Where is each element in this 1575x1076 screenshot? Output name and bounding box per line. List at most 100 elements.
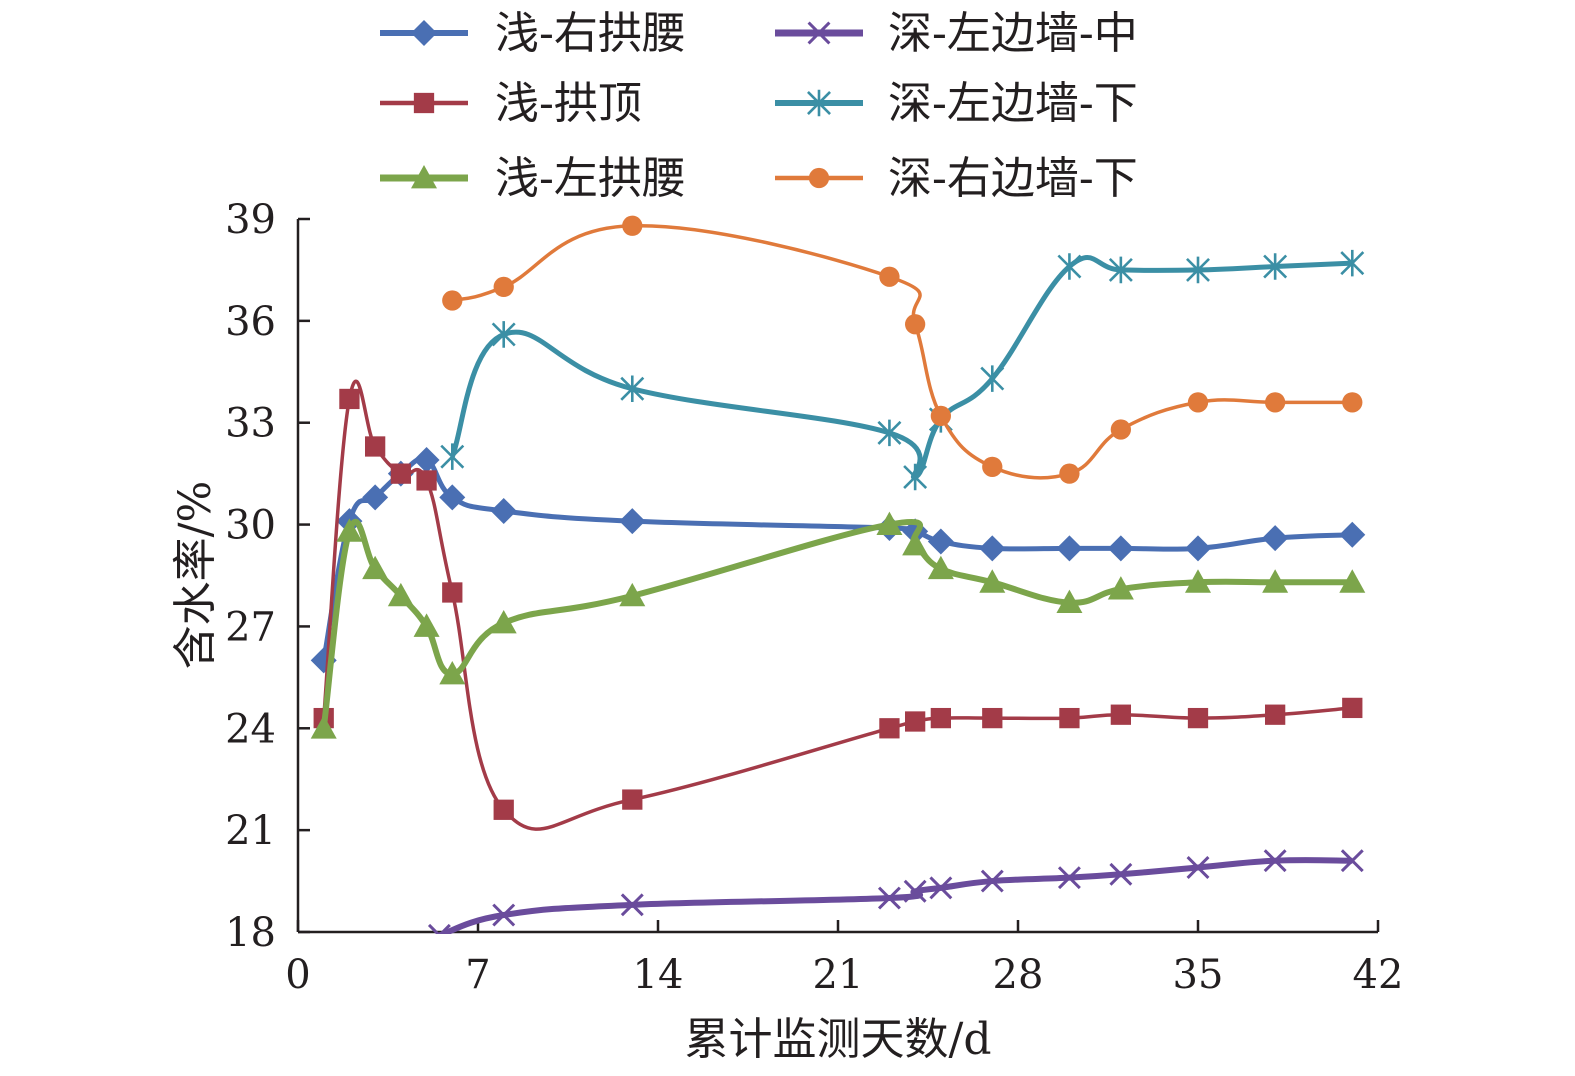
- y-tick-label: 18: [225, 910, 276, 956]
- x-tick-label: 42: [1353, 952, 1404, 998]
- data-point: [1110, 704, 1131, 725]
- data-point: [339, 388, 360, 410]
- y-tick-label: 24: [225, 706, 276, 752]
- y-tick-label: 36: [225, 299, 276, 345]
- data-point: [413, 613, 440, 637]
- data-point: [1263, 849, 1287, 873]
- legend-item: 深-左边墙-中: [775, 8, 1138, 59]
- data-point: [622, 789, 643, 810]
- data-point: [1108, 256, 1133, 284]
- data-point: [903, 463, 928, 491]
- legend-item: 浅-左拱腰: [380, 153, 686, 204]
- data-point: [390, 463, 411, 484]
- legend-item: 深-右边墙-下: [775, 153, 1138, 204]
- data-point: [980, 365, 1005, 392]
- series-2: [310, 511, 1366, 739]
- data-point: [979, 569, 1006, 593]
- x-tick-label: 0: [285, 952, 310, 998]
- data-point: [1262, 525, 1289, 552]
- data-point: [493, 799, 514, 820]
- x-tick-label: 28: [993, 952, 1044, 998]
- legend-swatch-marker: [808, 167, 830, 189]
- data-point: [620, 375, 645, 403]
- data-point: [876, 511, 903, 535]
- data-point: [982, 456, 1003, 477]
- data-point: [902, 531, 929, 556]
- data-point: [440, 443, 465, 470]
- legend-swatch-marker: [807, 21, 831, 45]
- data-point: [982, 707, 1003, 729]
- data-point: [492, 903, 516, 927]
- legend-label: 浅-拱顶: [495, 78, 642, 129]
- data-point: [1107, 535, 1134, 562]
- data-point: [491, 321, 516, 348]
- data-point: [1265, 392, 1286, 413]
- legend-label: 深-左边墙-中: [888, 8, 1138, 59]
- y-axis-title: 含水率/%: [170, 481, 221, 670]
- data-point: [1265, 704, 1286, 725]
- legend-label: 浅-右拱腰: [495, 8, 686, 59]
- data-point: [1339, 569, 1366, 593]
- data-point: [1110, 419, 1131, 440]
- data-point: [1263, 253, 1288, 280]
- data-point: [439, 484, 466, 511]
- data-point: [619, 508, 646, 535]
- data-point: [1262, 569, 1289, 593]
- data-point: [905, 314, 926, 335]
- data-point: [1057, 253, 1082, 280]
- y-tick-label: 30: [225, 503, 276, 549]
- y-ticks: 18 21 24 27 30 33 36 39: [225, 197, 310, 956]
- series-line: [438, 857, 1353, 934]
- x-tick-label: 21: [813, 952, 864, 998]
- data-point: [1107, 576, 1134, 600]
- x-tick-label: 35: [1173, 952, 1224, 998]
- data-point: [442, 582, 463, 603]
- data-point: [1185, 569, 1211, 593]
- series-5: [442, 215, 1363, 484]
- data-point: [929, 876, 953, 900]
- data-point: [905, 711, 926, 732]
- data-point: [427, 923, 451, 934]
- data-point: [877, 886, 901, 910]
- data-point: [1185, 535, 1211, 562]
- y-tick-label: 21: [225, 808, 276, 854]
- legend-swatch-marker: [411, 165, 437, 189]
- data-point: [493, 276, 514, 298]
- data-point: [1342, 697, 1363, 719]
- y-tick-label: 27: [225, 604, 276, 650]
- series-layer: [310, 215, 1366, 934]
- data-point: [1187, 392, 1209, 413]
- data-point: [442, 290, 463, 311]
- data-point: [1340, 249, 1365, 277]
- legend-label: 浅-左拱腰: [495, 153, 686, 204]
- legend-label: 深-右边墙-下: [888, 153, 1138, 204]
- axes: 18 21 24 27 30 33 36 39 0 7 14 21 28 35 42: [225, 197, 1403, 998]
- x-ticks: 0 7 14 21 28 35 42: [285, 920, 1403, 998]
- data-point: [879, 718, 900, 739]
- series-line: [321, 379, 1353, 831]
- series-3: [427, 849, 1364, 934]
- data-point: [927, 555, 954, 580]
- data-point: [387, 582, 414, 607]
- legend-label: 深-左边墙-下: [888, 78, 1138, 129]
- data-point: [1187, 707, 1209, 729]
- data-point: [1186, 256, 1210, 284]
- data-point: [439, 660, 466, 685]
- x-tick-label: 7: [465, 952, 490, 998]
- data-point: [362, 484, 389, 511]
- data-point: [310, 715, 337, 739]
- legend-swatch-marker: [807, 89, 831, 117]
- data-point: [416, 470, 437, 491]
- data-point: [879, 266, 900, 287]
- data-point: [980, 869, 1004, 893]
- data-point: [1339, 521, 1366, 548]
- y-tick-label: 33: [225, 401, 276, 447]
- data-point: [336, 518, 363, 542]
- data-point: [927, 528, 954, 555]
- data-point: [1056, 589, 1083, 614]
- data-point: [490, 497, 517, 524]
- data-point: [1342, 392, 1363, 413]
- data-point: [622, 215, 643, 236]
